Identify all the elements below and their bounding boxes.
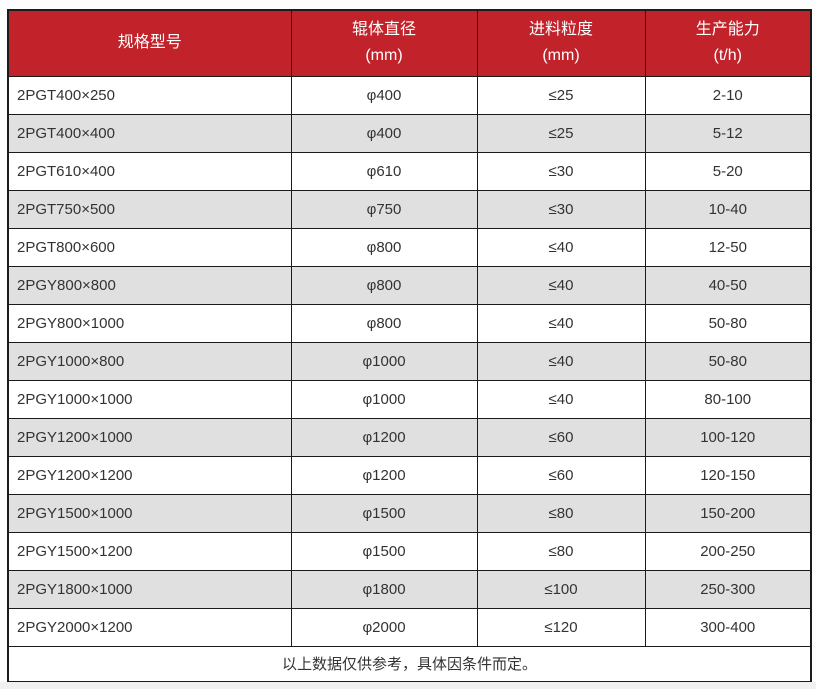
feed-size-cell: ≤30	[476, 151, 646, 191]
feed-size-cell: ≤100	[476, 569, 646, 609]
model-cell: 2PGY1800×1000	[7, 569, 292, 609]
table-row: 2PGY2000×1200 φ2000 ≤120 300-400	[7, 607, 812, 647]
diameter-cell: φ750	[290, 189, 478, 229]
model-cell: 2PGY1000×800	[7, 341, 292, 381]
col-header-feed-size: 进料粒度 (mm)	[476, 9, 646, 77]
feed-size-cell: ≤30	[476, 189, 646, 229]
capacity-cell: 100-120	[644, 417, 812, 457]
model-cell: 2PGY2000×1200	[7, 607, 292, 647]
table-footnote: 以上数据仅供参考，具体因条件而定。	[7, 645, 812, 683]
capacity-cell: 80-100	[644, 379, 812, 419]
capacity-cell: 40-50	[644, 265, 812, 305]
model-cell: 2PGY1200×1200	[7, 455, 292, 495]
feed-size-cell: ≤60	[476, 417, 646, 457]
table-row: 2PGY800×800 φ800 ≤40 40-50	[7, 265, 812, 305]
col-header-feed-size-unit: (mm)	[542, 47, 580, 65]
diameter-cell: φ610	[290, 151, 478, 191]
diameter-cell: φ1200	[290, 417, 478, 457]
spec-table-header: 规格型号 辊体直径 (mm) 进料粒度 (mm) 生产能力 (t/h)	[7, 9, 812, 77]
table-row: 2PGY1200×1000 φ1200 ≤60 100-120	[7, 417, 812, 457]
model-cell: 2PGT400×250	[7, 75, 292, 115]
table-row: 2PGY1800×1000 φ1800 ≤100 250-300	[7, 569, 812, 609]
feed-size-cell: ≤40	[476, 265, 646, 305]
capacity-cell: 300-400	[644, 607, 812, 647]
table-row: 2PGY1500×1000 φ1500 ≤80 150-200	[7, 493, 812, 533]
feed-size-cell: ≤120	[476, 607, 646, 647]
feed-size-cell: ≤40	[476, 303, 646, 343]
model-cell: 2PGY1500×1000	[7, 493, 292, 533]
footnote-row: 以上数据仅供参考，具体因条件而定。	[7, 645, 812, 683]
feed-size-cell: ≤80	[476, 531, 646, 571]
feed-size-cell: ≤25	[476, 113, 646, 153]
model-cell: 2PGY1500×1200	[7, 531, 292, 571]
feed-size-cell: ≤40	[476, 227, 646, 267]
diameter-cell: φ800	[290, 303, 478, 343]
table-row: 2PGY1200×1200 φ1200 ≤60 120-150	[7, 455, 812, 495]
table-row: 2PGT400×250 φ400 ≤25 2-10	[7, 75, 812, 115]
model-cell: 2PGT400×400	[7, 113, 292, 153]
table-row: 2PGY1500×1200 φ1500 ≤80 200-250	[7, 531, 812, 571]
col-header-capacity-unit: (t/h)	[713, 47, 742, 65]
capacity-cell: 12-50	[644, 227, 812, 267]
diameter-cell: φ400	[290, 113, 478, 153]
col-header-model-title: 规格型号	[117, 34, 182, 52]
model-cell: 2PGT610×400	[7, 151, 292, 191]
model-cell: 2PGT800×600	[7, 227, 292, 267]
table-row: 2PGT750×500 φ750 ≤30 10-40	[7, 189, 812, 229]
feed-size-cell: ≤25	[476, 75, 646, 115]
table-row: 2PGT800×600 φ800 ≤40 12-50	[7, 227, 812, 267]
diameter-cell: φ1000	[290, 341, 478, 381]
diameter-cell: φ2000	[290, 607, 478, 647]
model-cell: 2PGY1200×1000	[7, 417, 292, 457]
diameter-cell: φ1500	[290, 493, 478, 533]
header-row: 规格型号 辊体直径 (mm) 进料粒度 (mm) 生产能力 (t/h)	[7, 9, 812, 77]
spec-table-body: 2PGT400×250 φ400 ≤25 2-10 2PGT400×400 φ400 ≤25…	[7, 75, 812, 647]
feed-size-cell: ≤40	[476, 379, 646, 419]
col-header-roller-diameter: 辊体直径 (mm)	[290, 9, 478, 77]
table-row: 2PGY800×1000 φ800 ≤40 50-80	[7, 303, 812, 343]
capacity-cell: 50-80	[644, 341, 812, 381]
feed-size-cell: ≤40	[476, 341, 646, 381]
table-row: 2PGT610×400 φ610 ≤30 5-20	[7, 151, 812, 191]
table-row: 2PGY1000×800 φ1000 ≤40 50-80	[7, 341, 812, 381]
capacity-cell: 5-12	[644, 113, 812, 153]
spec-table: 规格型号 辊体直径 (mm) 进料粒度 (mm) 生产能力 (t/h) 2PGT…	[7, 9, 812, 683]
col-header-feed-size-title: 进料粒度	[528, 21, 593, 39]
col-header-capacity-title: 生产能力	[695, 21, 760, 39]
diameter-cell: φ400	[290, 75, 478, 115]
capacity-cell: 2-10	[644, 75, 812, 115]
col-header-model: 规格型号	[7, 9, 292, 77]
model-cell: 2PGY800×800	[7, 265, 292, 305]
capacity-cell: 10-40	[644, 189, 812, 229]
table-row: 2PGY1000×1000 φ1000 ≤40 80-100	[7, 379, 812, 419]
table-row: 2PGT400×400 φ400 ≤25 5-12	[7, 113, 812, 153]
feed-size-cell: ≤60	[476, 455, 646, 495]
diameter-cell: φ1000	[290, 379, 478, 419]
diameter-cell: φ1800	[290, 569, 478, 609]
capacity-cell: 5-20	[644, 151, 812, 191]
capacity-cell: 200-250	[644, 531, 812, 571]
diameter-cell: φ800	[290, 227, 478, 267]
col-header-capacity: 生产能力 (t/h)	[644, 9, 812, 77]
diameter-cell: φ1200	[290, 455, 478, 495]
capacity-cell: 150-200	[644, 493, 812, 533]
spec-table-footer: 以上数据仅供参考，具体因条件而定。	[7, 645, 812, 683]
capacity-cell: 120-150	[644, 455, 812, 495]
col-header-roller-diameter-title: 辊体直径	[351, 21, 416, 39]
capacity-cell: 50-80	[644, 303, 812, 343]
model-cell: 2PGT750×500	[7, 189, 292, 229]
capacity-cell: 250-300	[644, 569, 812, 609]
feed-size-cell: ≤80	[476, 493, 646, 533]
diameter-cell: φ1500	[290, 531, 478, 571]
diameter-cell: φ800	[290, 265, 478, 305]
model-cell: 2PGY1000×1000	[7, 379, 292, 419]
model-cell: 2PGY800×1000	[7, 303, 292, 343]
col-header-roller-diameter-unit: (mm)	[365, 47, 403, 65]
page-bottom-strip	[0, 682, 816, 689]
